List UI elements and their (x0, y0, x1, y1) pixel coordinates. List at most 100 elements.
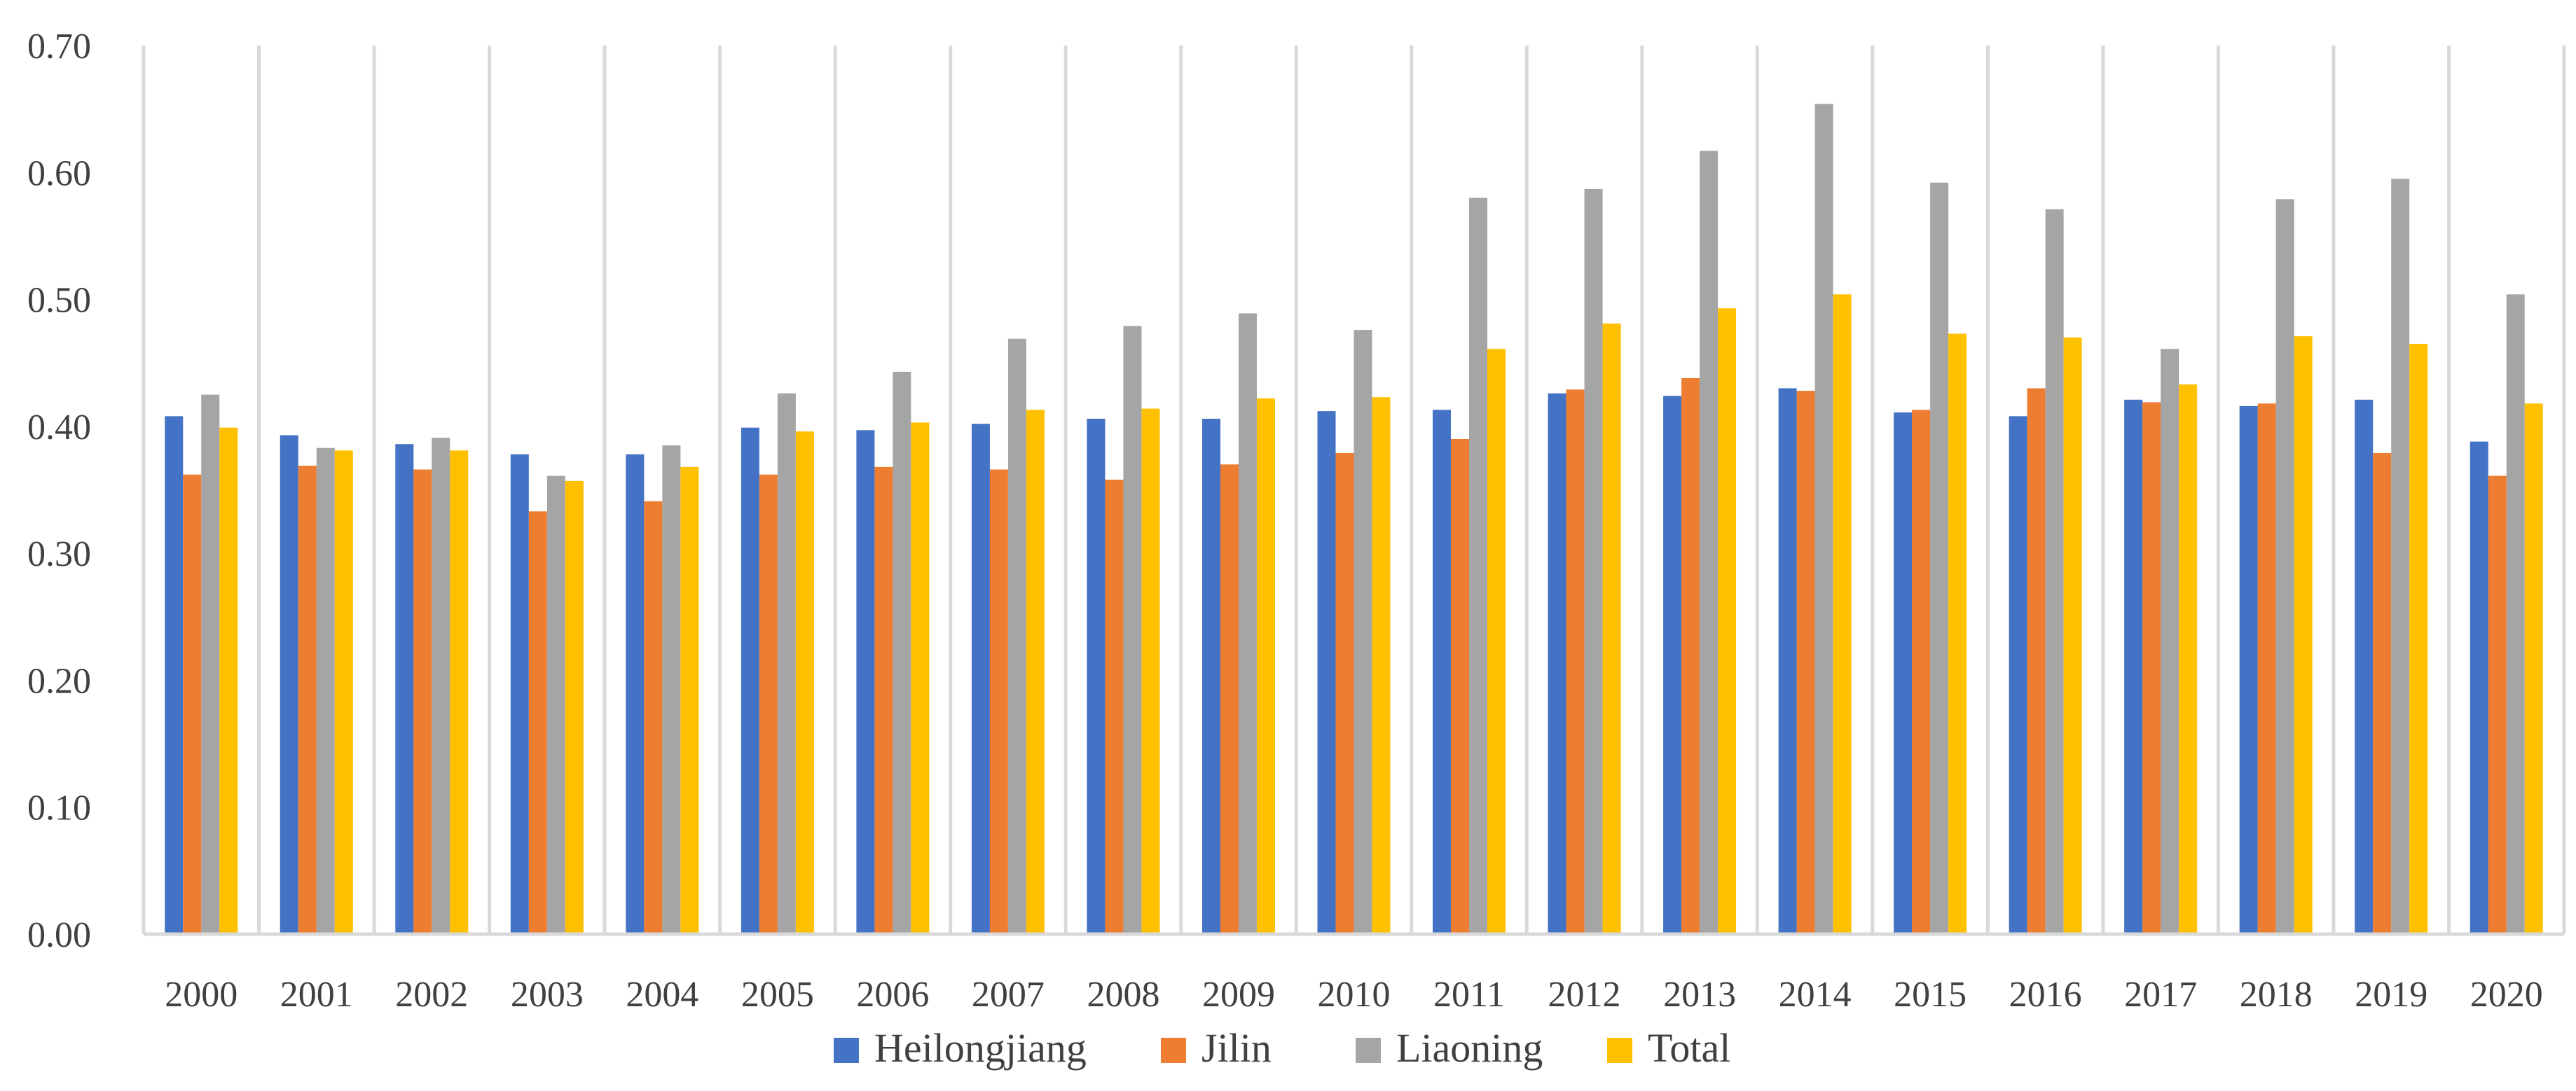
y-tick-label: 0.30 (27, 534, 91, 574)
bar-jilin-2020 (2488, 475, 2507, 934)
y-tick-label: 0.20 (27, 661, 91, 701)
x-tick-label: 2017 (2124, 975, 2197, 1015)
x-tick-label: 2014 (1779, 975, 1852, 1015)
bar-jilin-2005 (759, 474, 778, 934)
x-tick-label: 2013 (1663, 975, 1736, 1015)
bar-heilongjiang-2004 (626, 454, 645, 934)
bar-liaoning-2014 (1814, 104, 1833, 934)
bar-liaoning-2009 (1238, 313, 1257, 935)
bar-heilongjiang-2015 (1894, 412, 1913, 934)
bar-heilongjiang-2011 (1433, 410, 1452, 934)
bar-heilongjiang-2003 (510, 454, 529, 934)
bar-total-2012 (1602, 324, 1621, 934)
bar-heilongjiang-2018 (2239, 405, 2258, 934)
y-tick-label: 0.10 (27, 788, 91, 828)
y-tick-label: 0.50 (27, 281, 91, 321)
bar-jilin-2017 (2142, 402, 2161, 934)
bar-total-2014 (1833, 294, 1852, 934)
bar-liaoning-2003 (546, 475, 565, 934)
legend-swatch (834, 1038, 859, 1063)
bars (165, 104, 2543, 935)
bar-heilongjiang-2017 (2124, 399, 2143, 934)
bar-total-2004 (680, 466, 699, 934)
bar-heilongjiang-2001 (280, 435, 298, 934)
bar-liaoning-2008 (1123, 326, 1142, 934)
y-tick-label: 0.70 (27, 27, 91, 67)
x-tick-label: 2000 (165, 975, 237, 1015)
bar-liaoning-2001 (316, 447, 335, 934)
x-tick-label: 2005 (741, 975, 814, 1015)
bar-jilin-2007 (989, 469, 1008, 934)
x-tick-label: 2001 (280, 975, 353, 1015)
bar-heilongjiang-2019 (2355, 399, 2374, 934)
x-tick-label: 2019 (2355, 975, 2427, 1015)
bar-total-2015 (1948, 333, 1967, 935)
bar-jilin-2002 (413, 469, 432, 934)
x-tick-label: 2008 (1087, 975, 1159, 1015)
bar-jilin-2014 (1796, 391, 1815, 934)
bar-total-2013 (1718, 308, 1737, 934)
bar-total-2001 (334, 450, 353, 934)
x-tick-label: 2002 (395, 975, 468, 1015)
bar-total-2007 (1026, 410, 1045, 934)
bar-heilongjiang-2000 (165, 416, 184, 934)
bar-heilongjiang-2010 (1317, 411, 1336, 934)
legend-item-jilin: Jilin (1161, 1025, 1272, 1071)
bar-liaoning-2010 (1354, 330, 1372, 935)
bar-total-2019 (2409, 344, 2428, 934)
bar-jilin-2000 (183, 474, 202, 934)
x-tick-label: 2009 (1202, 975, 1275, 1015)
bar-total-2006 (911, 422, 930, 934)
legend-label: Liaoning (1396, 1025, 1543, 1071)
bar-liaoning-2015 (1930, 182, 1949, 934)
x-axis-tick-labels: 2000 2001 2002 2003 2004 2005 2006 2007 2008 2009… (165, 975, 2542, 1015)
x-tick-label: 2015 (1894, 975, 1967, 1015)
bar-jilin-2009 (1220, 464, 1239, 934)
legend-item-liaoning: Liaoning (1356, 1025, 1543, 1071)
legend: Heilongjiang Jilin Liaoning Total (834, 1025, 1730, 1071)
bar-liaoning-2017 (2161, 349, 2179, 935)
bar-heilongjiang-2009 (1201, 418, 1220, 934)
x-tick-label: 2004 (626, 975, 698, 1015)
legend-swatch (1161, 1038, 1186, 1063)
x-tick-label: 2010 (1318, 975, 1391, 1015)
x-tick-label: 2011 (1433, 975, 1505, 1015)
bar-jilin-2016 (2027, 388, 2046, 934)
bar-heilongjiang-2013 (1663, 396, 1682, 934)
legend-item-total: Total (1607, 1025, 1730, 1071)
legend-swatch (1356, 1038, 1381, 1063)
bar-jilin-2013 (1681, 377, 1700, 934)
bar-heilongjiang-2012 (1548, 393, 1566, 934)
x-tick-label: 2018 (2240, 975, 2313, 1015)
bar-total-2008 (1141, 408, 1160, 934)
bar-jilin-2018 (2257, 403, 2276, 934)
gridlines (142, 46, 2566, 934)
bar-liaoning-2019 (2391, 179, 2410, 935)
bar-heilongjiang-2016 (2009, 416, 2027, 934)
bar-total-2000 (219, 427, 238, 934)
legend-label: Jilin (1201, 1025, 1272, 1071)
bar-jilin-2012 (1566, 389, 1585, 934)
bar-total-2011 (1487, 349, 1506, 935)
bar-total-2020 (2524, 403, 2543, 934)
bar-jilin-2011 (1451, 438, 1470, 934)
bar-liaoning-2005 (777, 393, 796, 934)
legend-label: Heilongjiang (874, 1025, 1087, 1071)
bar-jilin-2015 (1912, 410, 1931, 934)
bar-total-2018 (2294, 336, 2313, 934)
bar-jilin-2003 (528, 511, 547, 934)
bar-heilongjiang-2014 (1778, 388, 1797, 934)
bar-liaoning-2012 (1584, 188, 1603, 935)
bar-heilongjiang-2005 (741, 427, 759, 934)
bar-heilongjiang-2008 (1087, 418, 1106, 934)
bar-jilin-2001 (298, 466, 317, 934)
bar-heilongjiang-2007 (971, 424, 990, 934)
bar-jilin-2019 (2373, 452, 2392, 934)
bar-liaoning-2002 (432, 438, 450, 934)
x-tick-label: 2016 (2009, 975, 2082, 1015)
bar-total-2010 (1372, 397, 1391, 934)
bar-liaoning-2011 (1469, 197, 1488, 934)
bar-jilin-2004 (644, 501, 663, 934)
